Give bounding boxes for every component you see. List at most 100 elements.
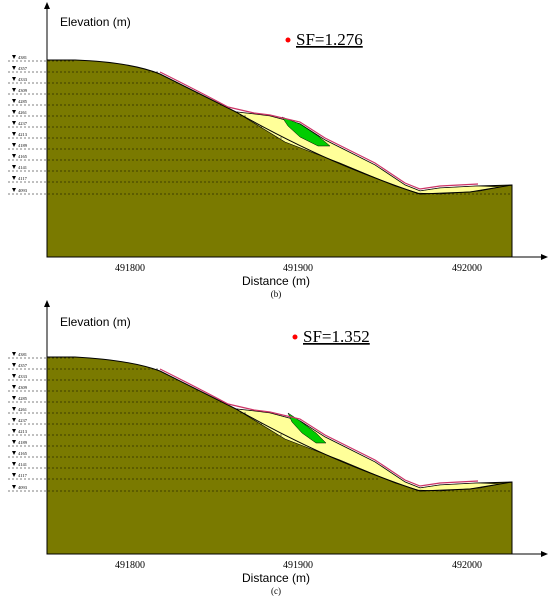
water-level-triangle-icon	[12, 121, 16, 125]
elevation-label: 4261	[18, 110, 27, 115]
elevation-mark: 4189	[8, 440, 300, 447]
panel-b: 4381 4357 4333 4309 4285 4261	[8, 2, 548, 299]
water-level-triangle-icon	[12, 188, 16, 192]
elevation-label: 4333	[18, 77, 28, 82]
elevation-label: 4093	[18, 188, 28, 193]
x-tick-label: 491800	[115, 263, 145, 274]
panel-label: (b)	[271, 289, 282, 299]
elevation-mark: 4213	[8, 132, 282, 139]
elevation-label: 4261	[18, 407, 27, 412]
water-level-triangle-icon	[12, 88, 16, 92]
elevation-label: 4189	[18, 143, 28, 148]
elevation-mark: 4141	[8, 462, 350, 469]
failure-mass	[281, 116, 331, 147]
water-level-triangle-icon	[12, 485, 16, 489]
x-axis-arrow-icon	[541, 254, 548, 260]
water-level-triangle-icon	[12, 77, 16, 81]
elevation-mark: 4285	[8, 99, 224, 106]
sf-dot-icon	[285, 37, 291, 43]
elevation-mark: 4237	[8, 418, 262, 425]
y-axis-arrow-icon	[44, 300, 50, 307]
y-axis-title: Elevation (m)	[60, 315, 131, 329]
elevation-label: 4189	[18, 440, 28, 445]
panel-label: (c)	[271, 586, 281, 596]
water-level-triangle-icon	[12, 473, 16, 477]
elevation-label: 4309	[18, 385, 28, 390]
failure-mass	[287, 412, 327, 444]
elevation-label: 4357	[18, 363, 28, 368]
elevation-mark: 4093	[8, 188, 512, 195]
elevation-mark: 4357	[8, 363, 160, 370]
elevation-label: 4093	[18, 485, 28, 490]
water-level-triangle-icon	[12, 154, 16, 158]
elevation-label: 4117	[18, 473, 28, 478]
water-level-triangle-icon	[12, 374, 16, 378]
elevation-mark: 4165	[8, 451, 325, 458]
elevation-mark: 4333	[8, 77, 180, 84]
elevation-label: 4309	[18, 88, 28, 93]
water-level-triangle-icon	[12, 110, 16, 114]
surface-line	[159, 71, 479, 190]
x-tick-label: 491900	[283, 263, 313, 274]
elevation-mark: 4117	[8, 176, 380, 183]
water-level-triangle-icon	[12, 55, 16, 59]
elevation-label: 4237	[18, 418, 28, 423]
water-level-triangle-icon	[12, 99, 16, 103]
elevation-mark: 4309	[8, 88, 200, 95]
water-level-triangle-icon	[12, 352, 16, 356]
water-level-triangle-icon	[12, 385, 16, 389]
elevation-mark: 4093	[8, 485, 512, 492]
x-axis-title: Distance (m)	[242, 274, 310, 288]
safety-factor: SF=1.352	[303, 327, 370, 346]
water-level-triangle-icon	[12, 143, 16, 147]
sf-dot-icon	[292, 334, 298, 340]
water-level-triangle-icon	[12, 176, 16, 180]
elevation-mark: 4141	[8, 165, 350, 172]
water-level-triangle-icon	[12, 396, 16, 400]
x-axis-title: Distance (m)	[242, 571, 310, 585]
elevation-mark: 4189	[8, 143, 300, 150]
elevation-label: 4237	[18, 121, 28, 126]
water-level-triangle-icon	[12, 66, 16, 70]
x-axis-arrow-icon	[541, 551, 548, 557]
water-level-triangle-icon	[12, 440, 16, 444]
water-level-triangle-icon	[12, 451, 16, 455]
elevation-label: 4117	[18, 176, 28, 181]
water-level-triangle-icon	[12, 363, 16, 367]
surface-line	[159, 368, 479, 487]
elevation-mark: 4285	[8, 396, 224, 403]
elevation-mark: 4213	[8, 429, 282, 436]
elevation-label: 4333	[18, 374, 28, 379]
elevation-mark: 4117	[8, 473, 380, 480]
x-tick-label: 491800	[115, 560, 145, 571]
elevation-mark: 4381	[8, 352, 75, 359]
elevation-label: 4165	[18, 451, 28, 456]
elevation-marks: 4381 4357 4333 4309 4285 4261	[8, 352, 512, 492]
elevation-label: 4357	[18, 66, 28, 71]
x-tick-label: 491900	[283, 560, 313, 571]
elevation-label: 4213	[18, 132, 28, 137]
elevation-mark: 4381	[8, 55, 75, 62]
water-level-triangle-icon	[12, 132, 16, 136]
elevation-mark: 4357	[8, 66, 160, 73]
elevation-label: 4381	[18, 352, 27, 357]
panel-c: 4381 4357 4333 4309 4285 4261	[8, 300, 548, 596]
elevation-label: 4213	[18, 429, 28, 434]
y-axis-title: Elevation (m)	[60, 15, 131, 29]
elevation-mark: 4309	[8, 385, 200, 392]
slip-surface	[235, 111, 513, 195]
x-tick-label: 492000	[452, 560, 482, 571]
elevation-label: 4285	[18, 99, 28, 104]
water-level-triangle-icon	[12, 418, 16, 422]
slip-surface	[235, 408, 513, 492]
water-level-triangle-icon	[12, 462, 16, 466]
water-level-triangle-icon	[12, 407, 16, 411]
elevation-label: 4141	[18, 462, 27, 467]
x-tick-label: 492000	[452, 263, 482, 274]
elevation-marks: 4381 4357 4333 4309 4285 4261	[8, 55, 512, 195]
elevation-label: 4285	[18, 396, 28, 401]
water-level-triangle-icon	[12, 429, 16, 433]
water-level-triangle-icon	[12, 165, 16, 169]
elevation-mark: 4165	[8, 154, 325, 161]
